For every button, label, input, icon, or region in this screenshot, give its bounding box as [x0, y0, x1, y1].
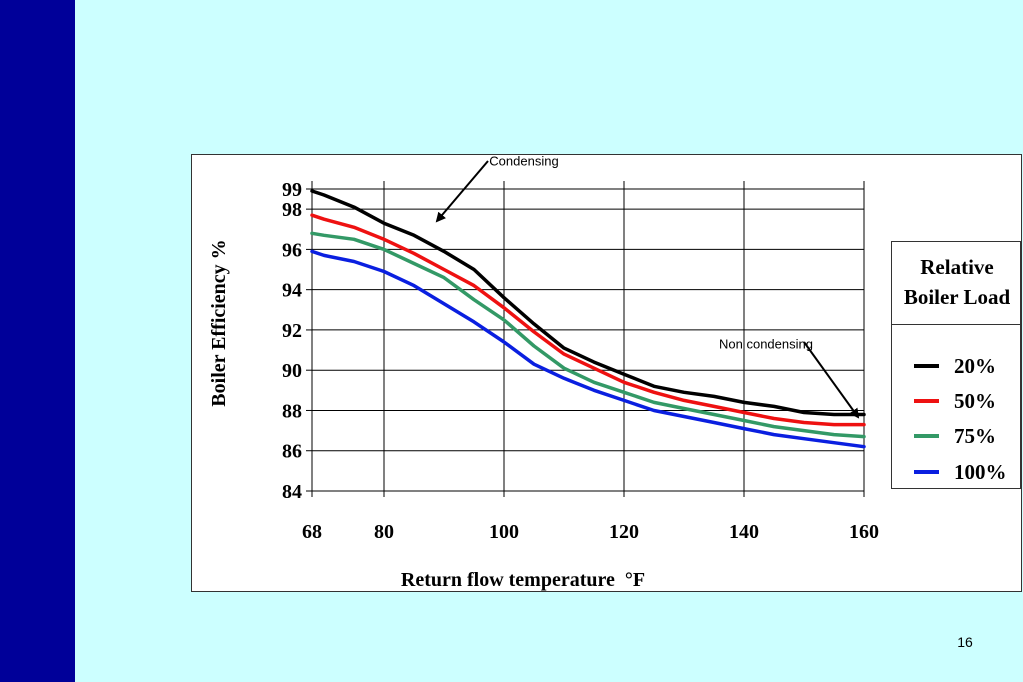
legend-item-100: 100%: [892, 457, 1022, 487]
legend-swatch-100: [914, 470, 939, 474]
legend-swatch-50: [914, 399, 939, 403]
legend-divider: [892, 324, 1020, 325]
x-tick-label-140: 140: [729, 521, 759, 543]
legend-swatch-20: [914, 364, 939, 368]
y-tick-label-88: 88: [282, 400, 302, 422]
x-tick-label-100: 100: [489, 521, 519, 543]
legend-item-20: 20%: [892, 351, 1022, 381]
legend-title-line2: Boiler Load: [903, 285, 1011, 309]
y-tick-label-86: 86: [282, 441, 302, 463]
condensing-annotation: Condensing: [489, 155, 558, 169]
slide-sidebar-bar: [0, 0, 75, 682]
legend-item-75: 75%: [892, 421, 1022, 451]
y-tick-label-84: 84: [282, 481, 302, 503]
slide-number: 16: [957, 634, 973, 650]
y-axis-label: Boiler Efficiency %: [208, 239, 230, 406]
y-tick-label-96: 96: [282, 239, 302, 261]
series-layer: [310, 189, 866, 449]
x-tick-label-120: 120: [609, 521, 639, 543]
legend-label-50: 50%: [954, 389, 996, 413]
legend-title: Relative Boiler Load: [892, 252, 1022, 312]
non-condensing-annotation: Non condensing: [719, 337, 813, 352]
y-tick-label-98: 98: [282, 199, 302, 221]
legend-swatch-75: [914, 434, 939, 438]
legend-title-line1: Relative: [920, 255, 994, 279]
y-tick-label-99: 99: [282, 179, 302, 201]
series-line-50pct: [310, 213, 866, 427]
non-condensing-arrow: [803, 341, 860, 419]
y-tick-label-90: 90: [282, 360, 302, 382]
series-line-20pct: [310, 189, 866, 417]
condensing-arrow: [435, 160, 489, 223]
chart-frame: 84 86 88 90 92 94 96 98 99 68 80 100 120 140 160 Boile…: [191, 154, 1022, 592]
x-tick-label-80: 80: [374, 521, 394, 543]
legend-label-20: 20%: [954, 354, 996, 378]
series-line-75pct: [310, 231, 866, 439]
legend-label-100: 100%: [954, 460, 1007, 484]
series-line-100pct: [310, 249, 866, 449]
y-tick-label-92: 92: [282, 320, 302, 342]
x-tick-label-68: 68: [302, 521, 322, 543]
legend-box: Relative Boiler Load 20% 50% 75% 100%: [891, 241, 1021, 489]
legend-item-50: 50%: [892, 386, 1022, 416]
x-tick-label-160: 160: [849, 521, 879, 543]
y-tick-label-94: 94: [282, 280, 302, 302]
x-axis-label: Return flow temperature °F: [401, 569, 645, 591]
legend-label-75: 75%: [954, 424, 996, 448]
